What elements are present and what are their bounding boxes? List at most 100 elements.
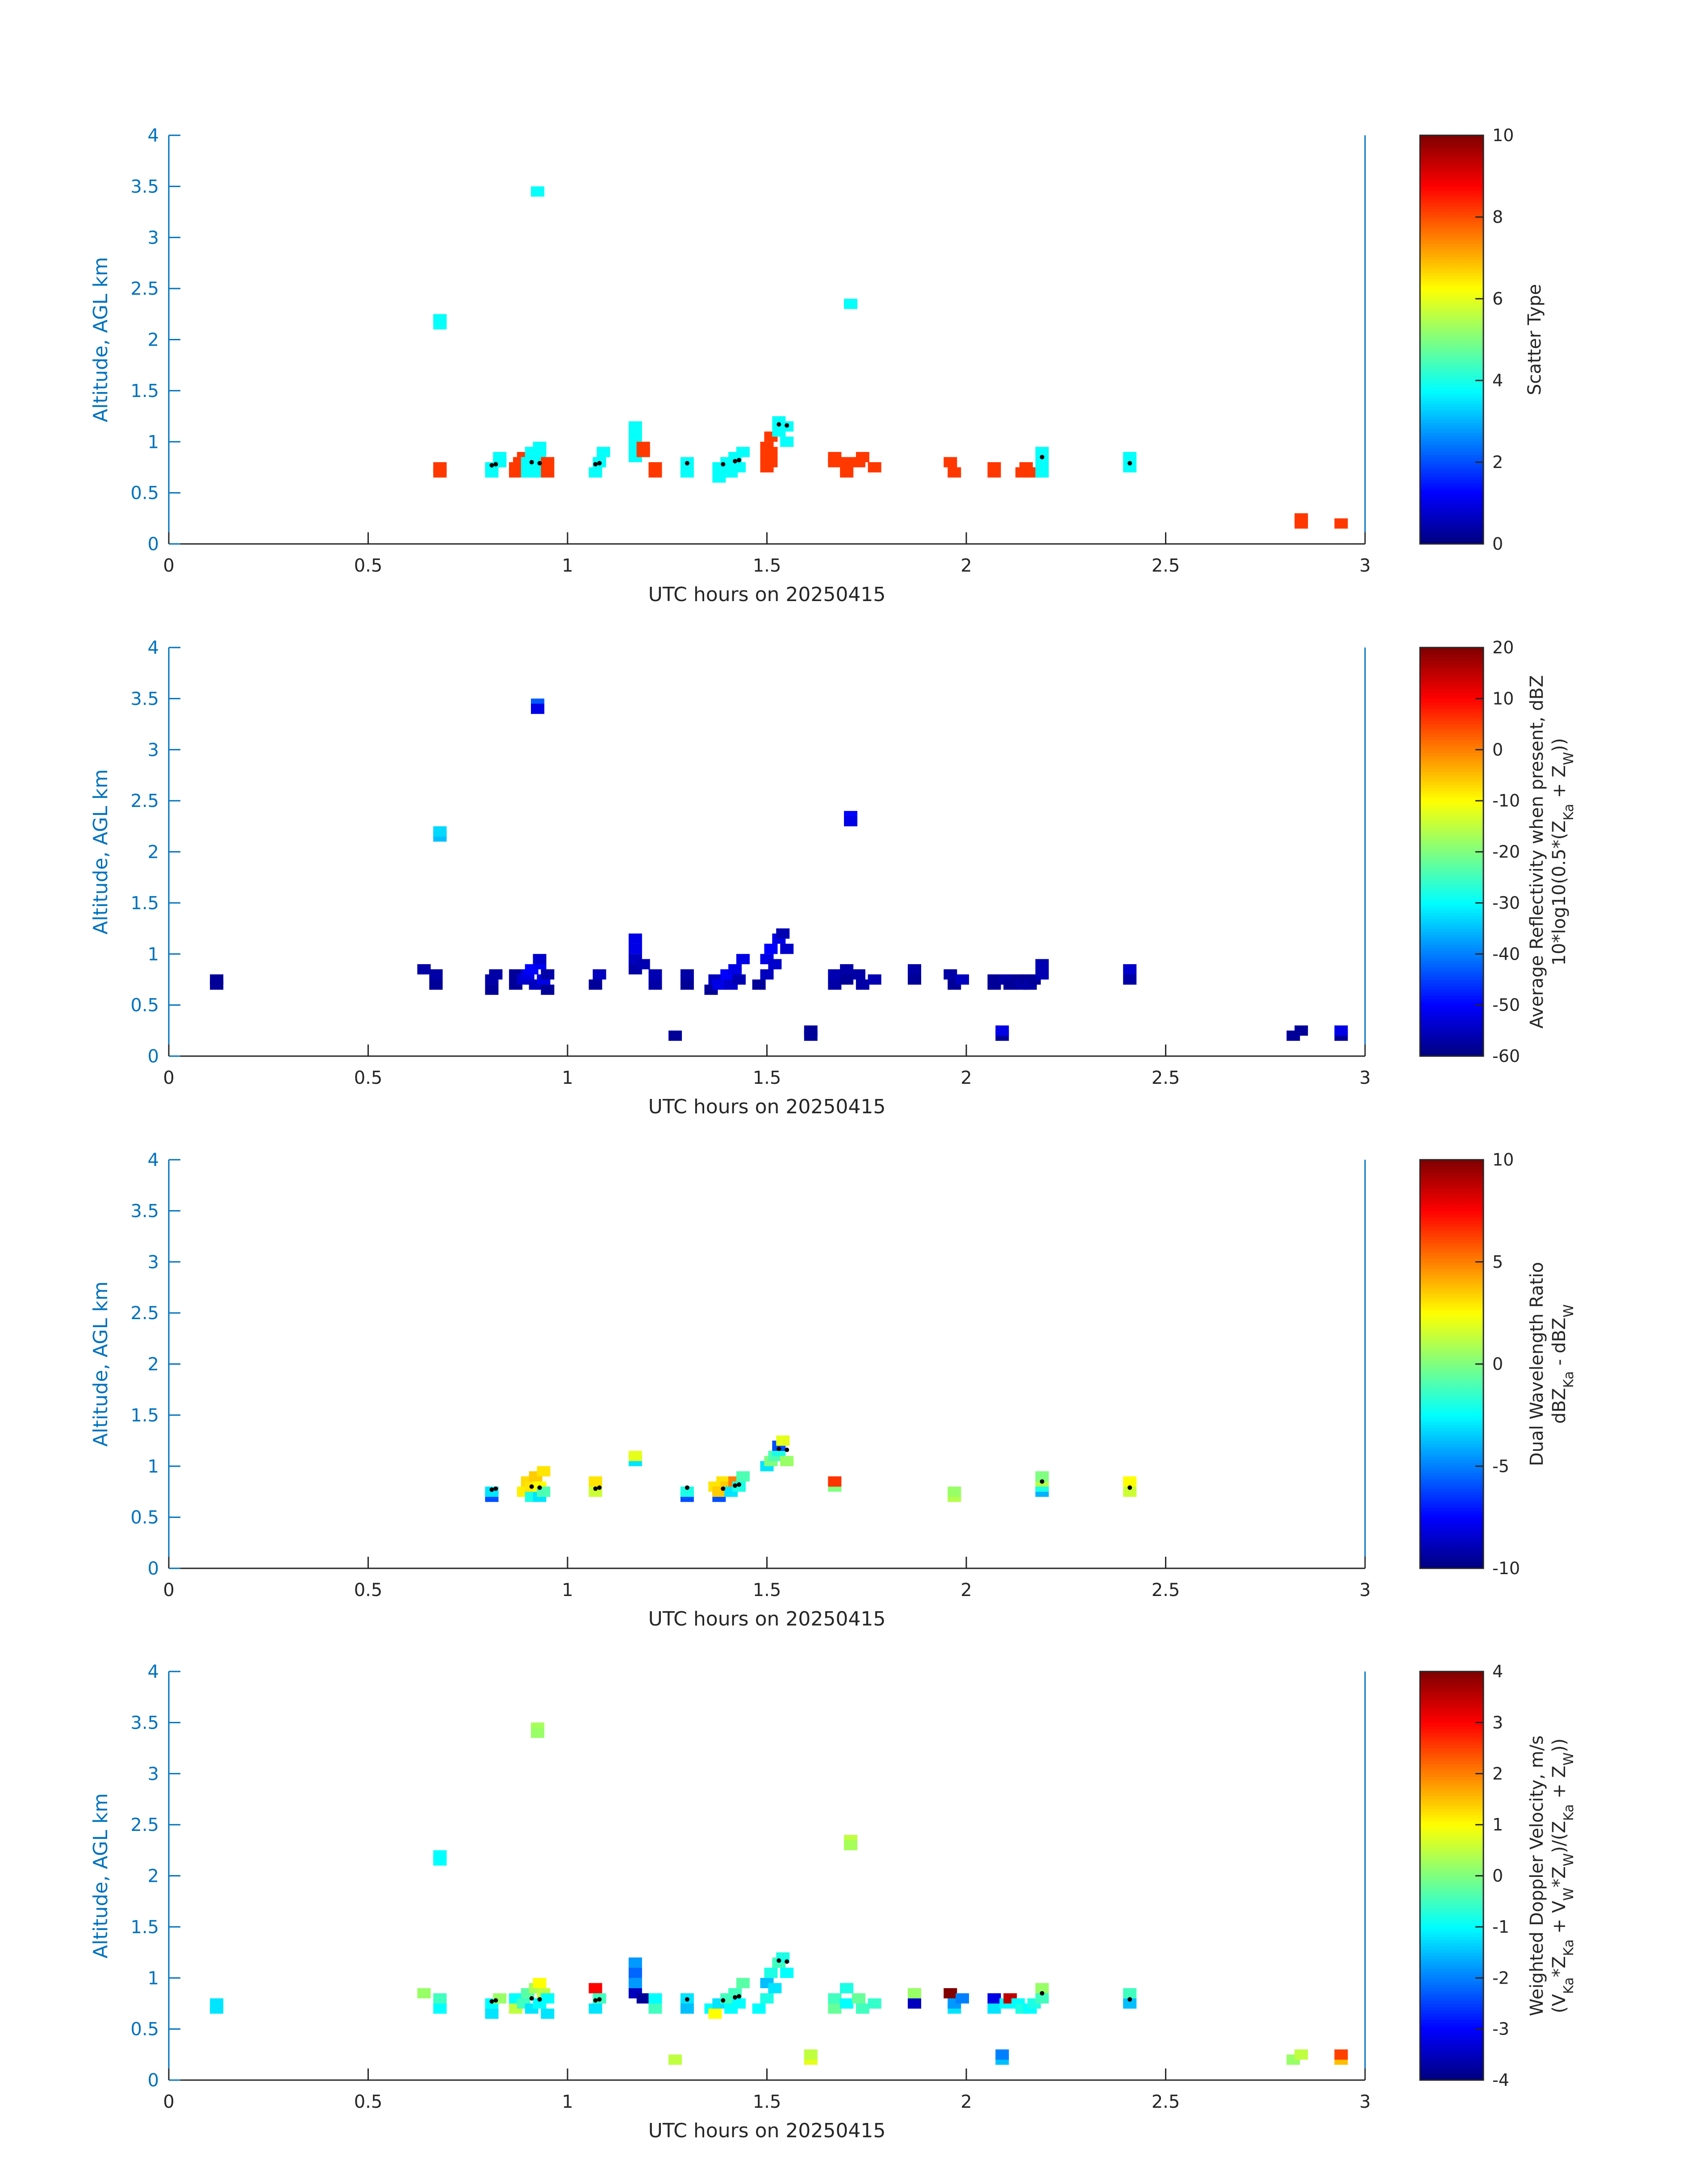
colorbar-swatch	[1420, 1965, 1483, 1969]
data-cell	[628, 431, 642, 442]
marker-point	[785, 1959, 789, 1964]
data-cell	[840, 964, 854, 975]
colorbar-swatch	[1420, 1185, 1483, 1189]
colorbar-swatch	[1420, 288, 1483, 292]
colorbar-swatch	[1420, 903, 1483, 907]
data-cell	[1123, 452, 1137, 463]
colorbar-swatch	[1420, 1546, 1483, 1550]
data-cell	[668, 1030, 682, 1041]
colorbar-swatch	[1420, 301, 1483, 305]
colorbar-tick-label: 1	[1492, 1815, 1503, 1834]
colorbar-swatch	[1420, 1405, 1483, 1409]
colorbar-swatch	[1420, 2000, 1483, 2004]
colorbar-swatch	[1420, 721, 1483, 725]
colorbar-swatch	[1420, 1675, 1483, 1678]
x-tick-label: 0	[163, 1068, 174, 1088]
data-cell	[589, 1983, 602, 1993]
colorbar-swatch	[1420, 1853, 1483, 1857]
colorbar-swatch	[1420, 1681, 1483, 1685]
colorbar-swatch	[1420, 461, 1483, 464]
marker-point	[721, 1486, 726, 1491]
colorbar-swatch	[1420, 244, 1483, 247]
colorbar-swatch	[1420, 2003, 1483, 2007]
data-cell	[210, 1998, 224, 2009]
colorbar-swatch	[1420, 476, 1483, 481]
colorbar-swatch	[1420, 1472, 1483, 1476]
data-cell	[804, 2049, 818, 2060]
data-cell	[1334, 2049, 1348, 2060]
colorbar-swatch	[1420, 205, 1483, 209]
colorbar-tick-label: 10	[1492, 125, 1514, 145]
data-cell	[1295, 2049, 1308, 2060]
marker-point	[529, 1996, 534, 2001]
marker-point	[721, 1998, 726, 2003]
colorbar-swatch	[1420, 330, 1483, 334]
marker-point	[733, 1995, 738, 2000]
colorbar-swatch	[1420, 221, 1483, 225]
x-tick-label: 2	[960, 2092, 972, 2112]
colorbar-swatch	[1420, 161, 1483, 164]
colorbar-swatch	[1420, 880, 1483, 884]
data-cell	[956, 974, 969, 985]
colorbar-swatch	[1420, 435, 1483, 439]
colorbar-swatch	[1420, 266, 1483, 270]
colorbar-swatch	[1420, 660, 1483, 664]
colorbar-swatch	[1420, 231, 1483, 235]
colorbar-swatch	[1420, 1796, 1483, 1800]
data-cell	[987, 462, 1001, 472]
y-tick-label: 2.5	[130, 279, 159, 299]
data-cell	[768, 1983, 782, 1993]
marker-point	[1040, 1479, 1044, 1484]
colorbar-swatch	[1420, 2039, 1483, 2042]
marker-point	[785, 1447, 789, 1452]
data-cell	[636, 1993, 650, 2004]
colorbar-swatch	[1420, 1562, 1483, 1566]
colorbar-swatch	[1420, 486, 1483, 490]
data-cell	[680, 2003, 694, 2014]
colorbar-swatch	[1420, 1952, 1483, 1956]
data-cell	[987, 1993, 1001, 2004]
colorbar-swatch	[1420, 715, 1483, 718]
colorbar-swatch	[1420, 199, 1483, 203]
colorbar-swatch	[1420, 1904, 1483, 1908]
colorbar-swatch	[1420, 804, 1483, 808]
colorbar-swatch	[1420, 1559, 1483, 1563]
colorbar-swatch	[1420, 1367, 1483, 1371]
marker-point	[537, 1485, 542, 1490]
data-cell	[907, 964, 921, 975]
colorbar-swatch	[1420, 734, 1483, 737]
colorbar-swatch	[1420, 919, 1483, 923]
x-tick-label: 1	[562, 1068, 573, 1088]
colorbar-swatch	[1420, 167, 1483, 171]
marker-point	[1128, 461, 1132, 466]
colorbar-swatch	[1420, 1555, 1483, 1559]
colorbar-swatch	[1420, 925, 1483, 929]
y-tick-label: 0	[148, 1046, 159, 1067]
colorbar-swatch	[1420, 1722, 1483, 1726]
colorbar-swatch	[1420, 1249, 1483, 1253]
colorbar-label: Weighted Doppler Velocity, m/s	[1527, 1735, 1547, 2016]
colorbar-swatch	[1420, 1287, 1483, 1291]
data-cell	[433, 1850, 447, 1861]
colorbar-swatch	[1420, 1160, 1483, 1163]
x-tick-label: 2	[960, 1068, 972, 1088]
colorbar-swatch	[1420, 1383, 1483, 1387]
data-cell	[628, 1450, 642, 1461]
colorbar-swatch	[1420, 1053, 1483, 1057]
colorbar-swatch	[1420, 1309, 1483, 1313]
colorbar-swatch	[1420, 1552, 1483, 1556]
colorbar-tick-label: 3	[1492, 1713, 1503, 1732]
colorbar-swatch	[1420, 1030, 1483, 1034]
y-tick-label: 3.5	[130, 1201, 159, 1221]
colorbar-swatch	[1420, 1978, 1483, 1981]
data-cell	[493, 452, 507, 463]
colorbar-swatch	[1420, 1700, 1483, 1704]
data-cell	[995, 2049, 1009, 2060]
colorbar-swatch	[1420, 1889, 1483, 1892]
colorbar-swatch	[1420, 1262, 1483, 1266]
data-cell	[593, 969, 606, 980]
colorbar-swatch	[1420, 2073, 1483, 2077]
colorbar-swatch	[1420, 1514, 1483, 1518]
colorbar-swatch	[1420, 1271, 1483, 1275]
colorbar-swatch	[1420, 1697, 1483, 1701]
